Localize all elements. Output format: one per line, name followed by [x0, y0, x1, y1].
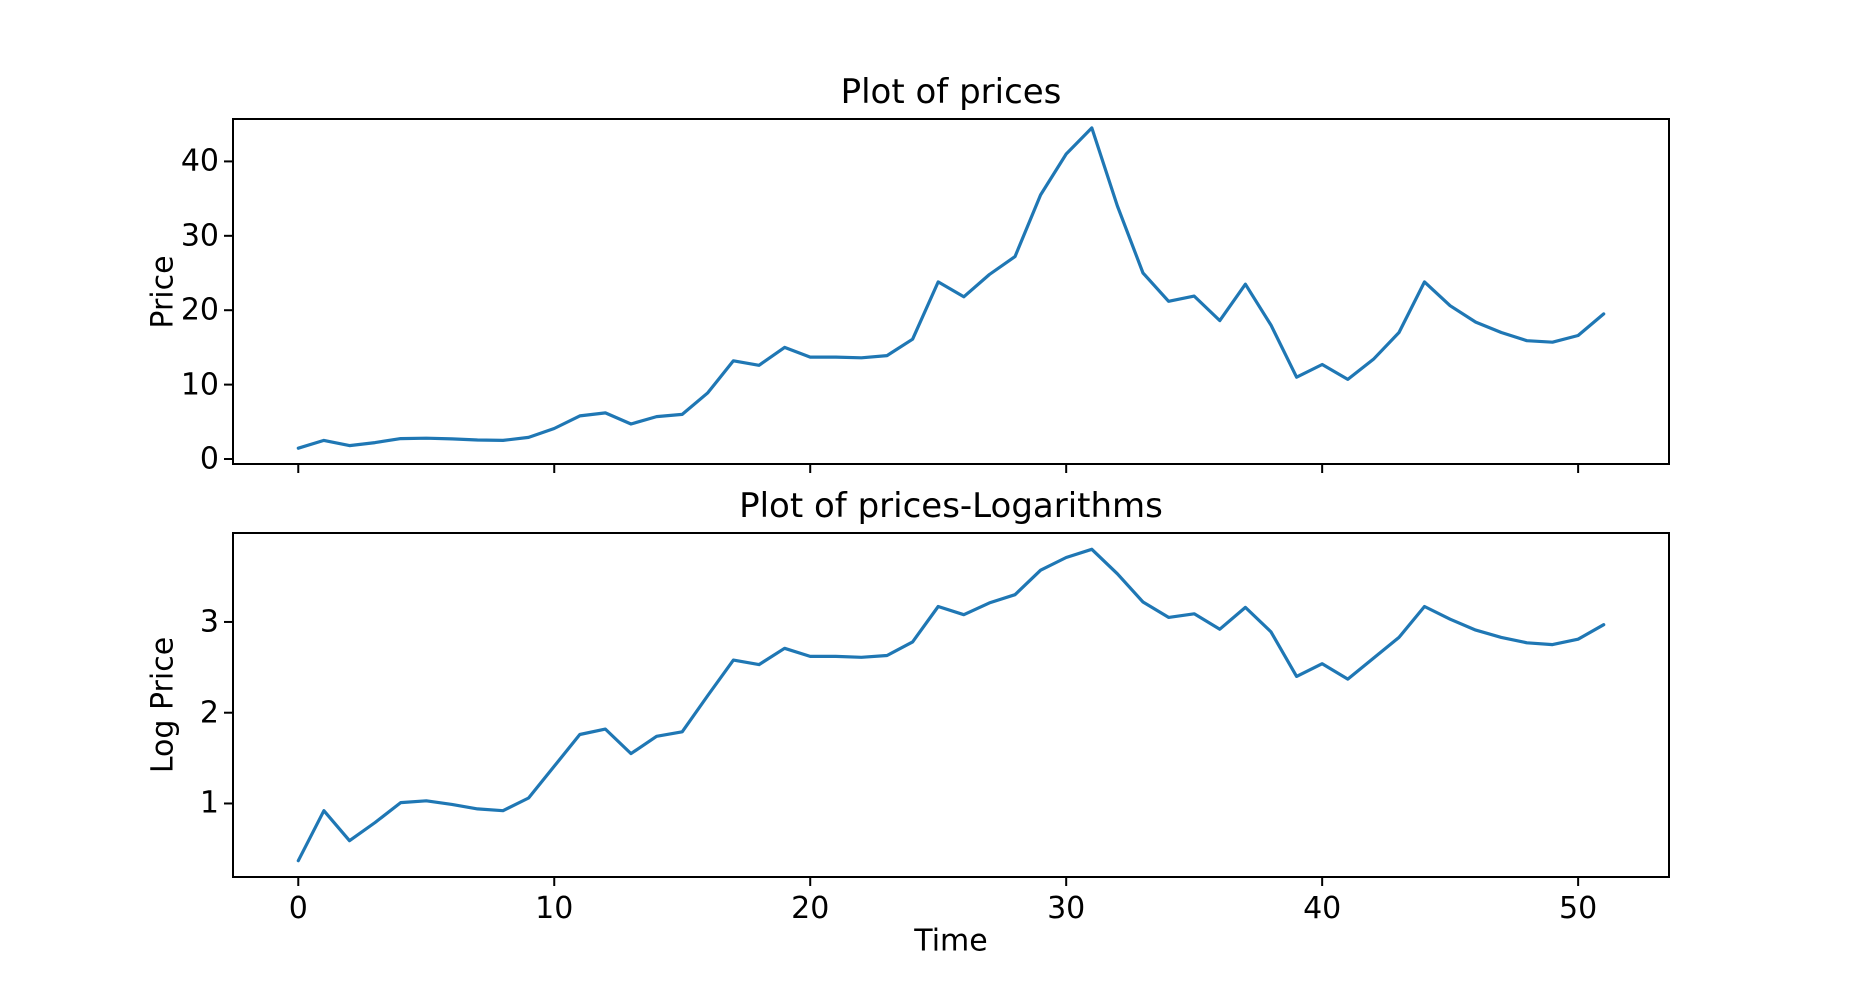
y-tick-label: 3	[199, 604, 219, 640]
x-tick-label: 30	[1047, 891, 1086, 926]
y-tick-label: 30	[180, 218, 219, 254]
x-axis-label: Time	[914, 923, 988, 959]
y-tick-label: 40	[180, 143, 219, 179]
x-tick-label: 40	[1303, 891, 1342, 926]
top-chart-title: Plot of prices	[840, 72, 1062, 112]
x-tick-label: 50	[1559, 891, 1598, 926]
log-price-line	[296, 547, 1606, 863]
bottom-chart-title: Plot of prices-Logarithms	[739, 486, 1163, 526]
y-tick-label: 1	[199, 785, 219, 821]
y-tick-label: 10	[180, 367, 219, 403]
axes-spines	[232, 532, 1670, 878]
bottom-y-axis-label: Log Price	[145, 636, 181, 774]
y-tick-label: 0	[199, 441, 219, 477]
y-tick-label: 2	[199, 695, 219, 731]
top-y-axis-label: Price	[145, 254, 181, 329]
x-tick-label: 10	[535, 891, 574, 926]
y-tick-label: 20	[180, 292, 219, 328]
axes-spines	[232, 118, 1670, 465]
price-line	[296, 126, 1606, 450]
x-tick-label: 0	[288, 891, 308, 926]
x-tick-label: 20	[791, 891, 830, 926]
